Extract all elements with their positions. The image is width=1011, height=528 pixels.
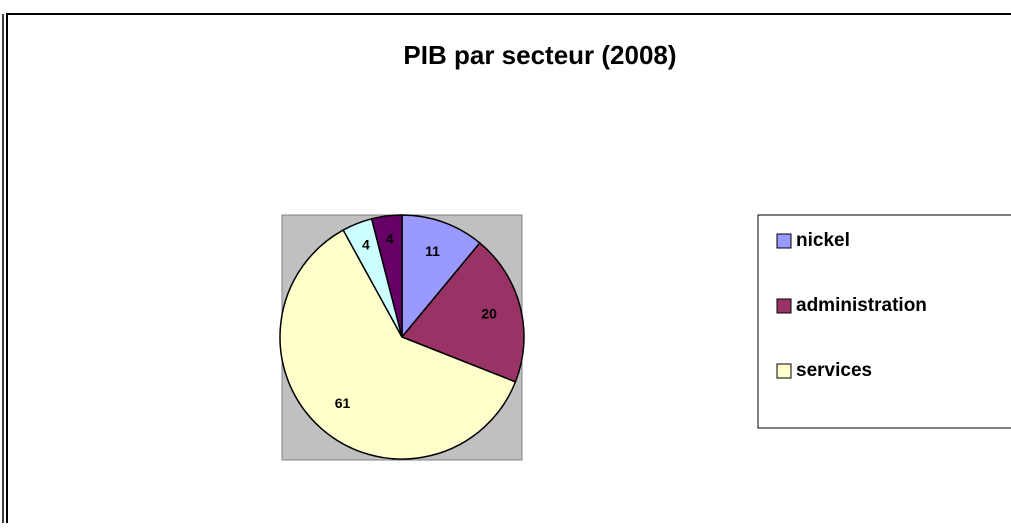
pie-slice (279, 229, 517, 460)
legend-label: services (796, 360, 872, 381)
legend-swatch (776, 298, 792, 314)
legend-swatch (776, 363, 792, 379)
pie-slice (370, 214, 403, 338)
chart-title: PIB par secteur (2008) (403, 40, 676, 70)
data-label: 20 (481, 305, 497, 321)
legend-label: administration (796, 295, 927, 316)
legend-swatch (776, 233, 792, 249)
data-label: 4 (362, 237, 370, 253)
pie-slice (400, 241, 525, 383)
legend (757, 214, 1011, 429)
data-label: 4 (386, 230, 394, 246)
data-label: 61 (335, 395, 351, 411)
pie-slice (401, 214, 481, 340)
legend-label: nickel (796, 230, 850, 251)
data-label: 11 (425, 243, 440, 259)
